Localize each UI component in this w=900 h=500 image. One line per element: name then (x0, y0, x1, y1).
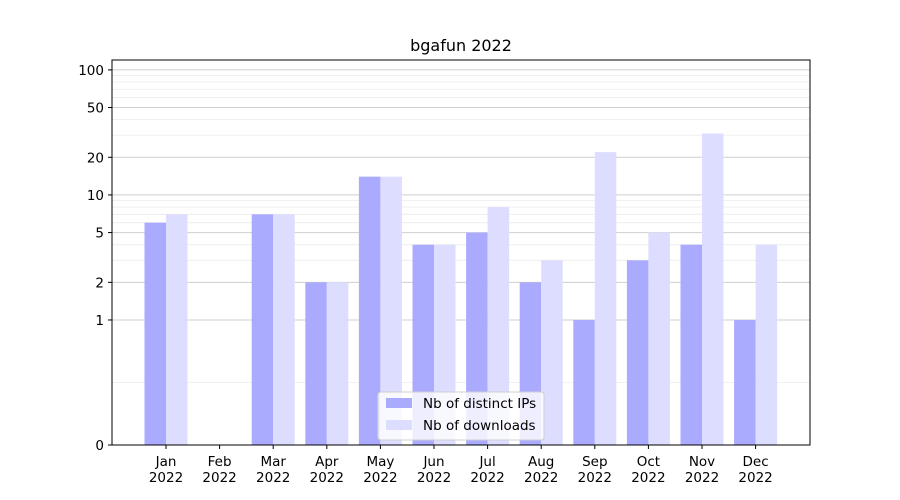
y-axis: 0 1 2 5 10 20 50 100 (78, 63, 112, 454)
x-tick-label: Jun 2022 (417, 454, 451, 486)
bar (626, 260, 649, 445)
bar (166, 214, 188, 445)
y-tick-label: 1 (95, 313, 104, 329)
bar (358, 176, 381, 445)
x-tick-label: Nov 2022 (685, 454, 719, 486)
bar (573, 319, 595, 445)
y-tick-label: 5 (95, 226, 104, 242)
bar (680, 244, 702, 445)
bar (326, 282, 349, 445)
x-tick-label: Apr 2022 (310, 454, 344, 486)
y-tick-label: 2 (95, 275, 104, 291)
legend-label-distinct-ips: Nb of distinct IPs (423, 396, 536, 412)
bar (144, 222, 166, 445)
bar (305, 282, 327, 445)
x-tick-label: Sep 2022 (578, 454, 612, 486)
bar (648, 232, 670, 445)
legend-frame (377, 391, 545, 441)
x-tick-label: Feb 2022 (202, 454, 236, 486)
legend-label-downloads: Nb of downloads (423, 418, 536, 434)
y-tick-label: 20 (87, 150, 104, 166)
bar (702, 133, 724, 445)
plot-frame (111, 59, 811, 446)
legend-swatch-distinct-ips (386, 398, 412, 408)
y-tick-label: 100 (78, 63, 104, 79)
x-tick-label: Aug 2022 (524, 454, 558, 486)
bar (487, 207, 510, 445)
x-tick-label: Dec 2022 (738, 454, 772, 486)
chart-title: bgafun 2022 (410, 36, 512, 55)
bar (251, 214, 274, 445)
bar (541, 260, 563, 445)
x-axis: Jan 2022 Feb 2022 Mar 2022 Apr 2022 May 2022 Jun 20… (149, 445, 773, 486)
legend: Nb of distinct IPs Nb of downloads (377, 391, 545, 441)
bar (734, 319, 756, 445)
y-tick-label: 10 (87, 188, 104, 204)
bar (755, 244, 778, 445)
legend-swatch-downloads (386, 420, 412, 430)
x-tick-label: Oct 2022 (631, 454, 665, 486)
x-tick-label: Jan 2022 (149, 454, 183, 486)
bar (380, 176, 402, 445)
bar (594, 152, 617, 445)
x-tick-label: Jul 2022 (470, 454, 504, 486)
y-tick-label: 50 (87, 101, 104, 117)
x-tick-label: Mar 2022 (256, 454, 290, 486)
bar (273, 214, 295, 445)
y-tick-label: 0 (95, 438, 104, 454)
x-tick-label: May 2022 (363, 454, 397, 486)
